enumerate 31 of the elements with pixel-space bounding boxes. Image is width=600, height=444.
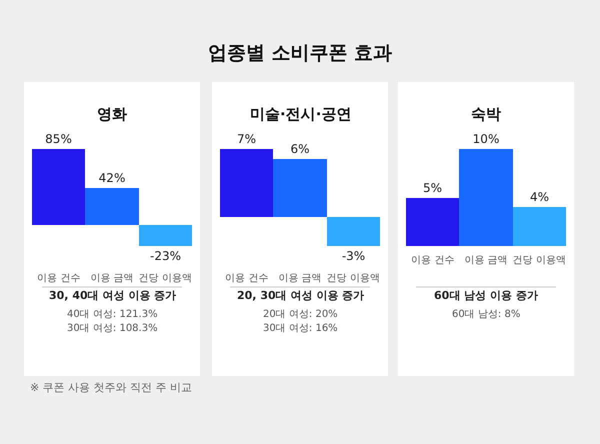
text: 업종별 소비쿠폰 효과 [208, 42, 392, 64]
text: ※ 쿠폰 사용 첫주와 직전 주 비교 [30, 381, 192, 394]
text: 20대 여성: 20% [263, 309, 338, 320]
x-tick-label: 건당 이용액 [326, 273, 380, 284]
text: 30대 여성: 108.3% [67, 323, 158, 334]
data-label: 4% [530, 190, 550, 204]
text: 30대 여성: 16% [263, 323, 338, 334]
x-tick-label: 이용 금액 [278, 273, 322, 284]
chart-title: 영화 [97, 105, 127, 123]
chart-title: 숙박 [471, 105, 501, 123]
x-tick-label: 이용 금액 [90, 273, 134, 284]
x-tick-label: 이용 건수 [37, 273, 80, 284]
data-label: 42% [98, 171, 126, 185]
chart-title: 미술·전시·공연 [250, 105, 352, 123]
text: 40대 여성: 121.3% [67, 309, 158, 320]
x-tick-label: 건당 이용액 [512, 255, 566, 266]
data-label: 10% [472, 132, 500, 146]
data-label: -23% [150, 249, 182, 263]
text: 20, 30대 여성 이용 증가 [237, 289, 364, 302]
data-label: 5% [422, 181, 442, 195]
x-tick-label: 이용 건수 [411, 255, 454, 266]
data-label: 6% [290, 142, 310, 156]
x-tick-label: 이용 건수 [225, 273, 268, 284]
data-label: -3% [342, 249, 366, 263]
x-tick-label: 건당 이용액 [138, 273, 192, 284]
text: 30, 40대 여성 이용 증가 [49, 289, 176, 302]
data-label: 7% [236, 132, 256, 146]
text: 60대 남성 이용 증가 [434, 289, 538, 302]
data-label: 85% [45, 132, 72, 146]
x-tick-label: 이용 금액 [464, 255, 508, 266]
text: 60대 남성: 8% [452, 309, 520, 320]
